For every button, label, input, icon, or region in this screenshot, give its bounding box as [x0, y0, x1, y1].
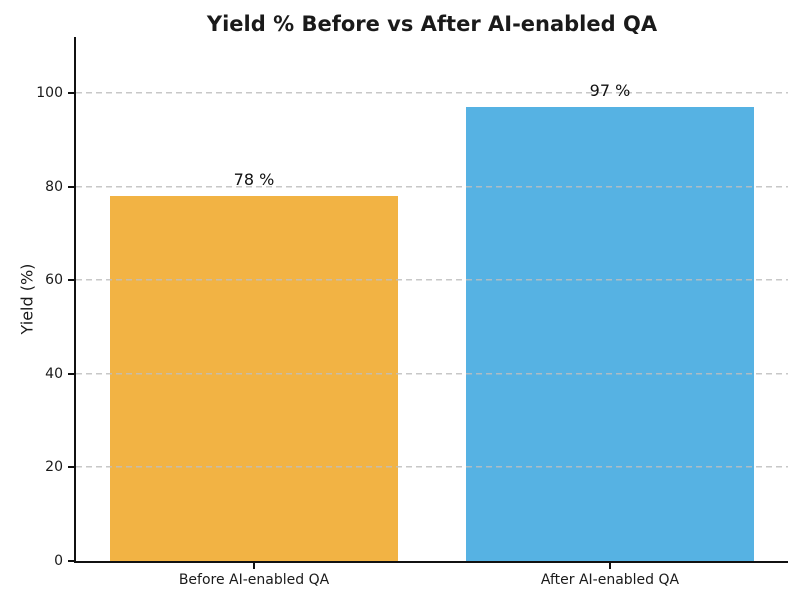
x-category-label: Before AI-enabled QA	[178, 572, 330, 588]
bar-value-label: 97 %	[589, 81, 631, 101]
bar-value-label: 78 %	[233, 170, 275, 190]
gridline	[76, 279, 788, 282]
bar-0	[110, 196, 398, 561]
y-axis-tick-label: 80	[45, 178, 63, 195]
y-axis-tick-mark	[68, 560, 74, 562]
y-axis-tick-label: 20	[45, 459, 63, 476]
y-axis-tick-label: 100	[36, 85, 63, 102]
x-category-label: After AI-enabled QA	[540, 572, 680, 588]
y-axis-tick-mark	[68, 466, 74, 469]
gridline	[76, 372, 788, 375]
y-axis-tick-mark	[68, 372, 74, 375]
plot-area: 0 20 40 60 80 100 78 % Before AI-enabled QA 97 %…	[36, 37, 788, 588]
y-axis-tick-label: 60	[45, 272, 63, 289]
gridline	[76, 92, 788, 95]
x-axis-tick-mark	[253, 563, 255, 569]
y-axis-tick-mark	[68, 92, 74, 95]
bar-1	[466, 107, 754, 561]
x-axis-tick-mark	[609, 563, 611, 569]
y-axis-tick-label: 40	[45, 365, 63, 382]
y-axis-title: Yield (%)	[17, 263, 37, 335]
y-axis-tick-mark	[68, 279, 74, 282]
gridline	[76, 185, 788, 188]
chart-title: Yield % Before vs After AI-enabled QA	[206, 12, 658, 36]
y-axis-tick-label: 0	[54, 553, 63, 569]
y-axis-tick-mark	[68, 185, 74, 188]
gridline	[76, 466, 788, 469]
